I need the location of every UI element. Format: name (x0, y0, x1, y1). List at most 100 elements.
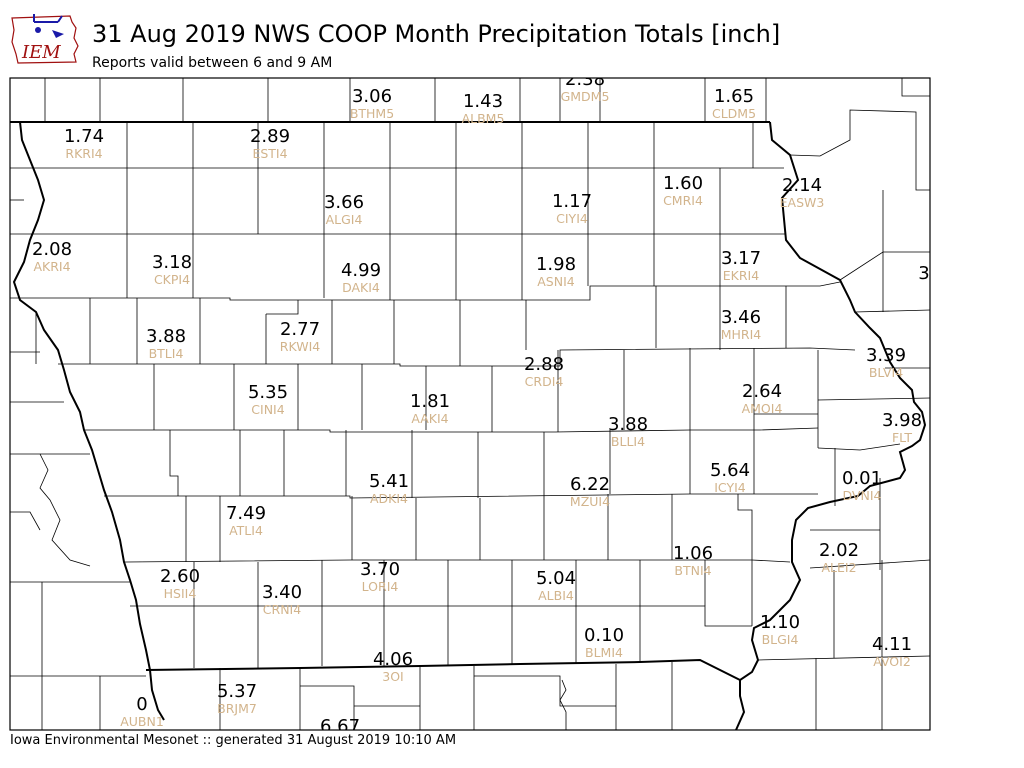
station-value: 2.77 (280, 319, 320, 340)
station-id: RKWI4 (280, 339, 320, 354)
map-subtitle: Reports valid between 6 and 9 AM (92, 55, 333, 71)
wisconsin-illinois-counties (757, 78, 930, 730)
station-id: BLMI4 (585, 645, 623, 660)
station-id: MZUI4 (570, 494, 610, 509)
station-id: MHRI4 (721, 327, 762, 342)
station-id: ASNI4 (537, 274, 575, 289)
station-id: AVOI2 (873, 654, 911, 669)
minnesota-counties (44, 78, 706, 122)
iem-logo: IEM (11, 14, 79, 64)
station-id: ALBI4 (538, 588, 574, 603)
station-value: 1.60 (663, 173, 703, 194)
station-id: 3OI (382, 669, 403, 684)
station-id: DAKI4 (342, 280, 380, 295)
station-id: AMOI4 (742, 401, 783, 416)
station-value: 0.01 (842, 468, 882, 489)
station-id: BLVI4 (869, 365, 903, 380)
station-id: BTLI4 (149, 346, 184, 361)
station-id: FLT (892, 430, 912, 445)
station-value: 2.14 (782, 175, 822, 196)
station-id: AAKI4 (411, 411, 448, 426)
station-value: 2.02 (819, 540, 859, 561)
station-value: 0 (136, 694, 147, 715)
station-plot: 6.67 (320, 716, 360, 737)
station-id: ESTI4 (252, 146, 287, 161)
station-value: 2.38 (565, 69, 605, 90)
missouri-river (12, 121, 165, 721)
station-value: 3.40 (262, 582, 302, 603)
station-value: 1.06 (673, 543, 713, 564)
mississippi-river (735, 121, 927, 730)
station-id: ATLI4 (229, 523, 263, 538)
station-value: 3.66 (324, 192, 364, 213)
station-value: 1.81 (410, 391, 450, 412)
station-value: 1.74 (64, 126, 104, 147)
station-value: 5.35 (248, 382, 288, 403)
station-id: CINI4 (251, 402, 284, 417)
station-id: GMDM5 (561, 89, 610, 104)
station-id: CRDI4 (525, 374, 564, 389)
station-value: 3.46 (721, 307, 761, 328)
station-value: 2.08 (32, 239, 72, 260)
station-id: CIYI4 (556, 211, 588, 226)
station-id: BTHM5 (350, 106, 394, 121)
station-value: 0.10 (584, 625, 624, 646)
station-value: 2.60 (160, 566, 200, 587)
station-id: RKRI4 (65, 146, 102, 161)
station-id: CMRI4 (663, 193, 703, 208)
missouri-counties (219, 662, 673, 730)
station-id: BRJM7 (217, 701, 257, 716)
station-id: ADKI4 (370, 491, 408, 506)
station-id: ALEI2 (821, 560, 856, 575)
station-value: 3.70 (360, 559, 400, 580)
station-value: 3.18 (152, 252, 192, 273)
weather-symbol-icon (33, 14, 64, 38)
footer-credit: Iowa Environmental Mesonet :: generated … (10, 733, 457, 748)
station-value: 4.06 (373, 649, 413, 670)
station-id: BTNI4 (674, 563, 711, 578)
station-value: 6.67 (320, 716, 360, 737)
station-id: LORI4 (362, 579, 399, 594)
station-value: 3.88 (608, 414, 648, 435)
station-id: EKRI4 (723, 268, 759, 283)
station-value: 5.04 (536, 568, 576, 589)
station-value: 5.41 (369, 471, 409, 492)
station-value: 2.88 (524, 354, 564, 375)
station-value: 2.89 (250, 126, 290, 147)
station-value: 5.37 (217, 681, 257, 702)
station-id: HSII4 (164, 586, 197, 601)
station-value: 3.98 (882, 410, 922, 431)
station-value: 3.88 (146, 326, 186, 347)
station-value: 1.98 (536, 254, 576, 275)
iowa-south-border (145, 658, 741, 681)
station-id: BLLI4 (611, 434, 645, 449)
station-id: CRNI4 (263, 602, 301, 617)
station-id: EASW3 (780, 195, 825, 210)
iowa-counties (10, 122, 856, 668)
